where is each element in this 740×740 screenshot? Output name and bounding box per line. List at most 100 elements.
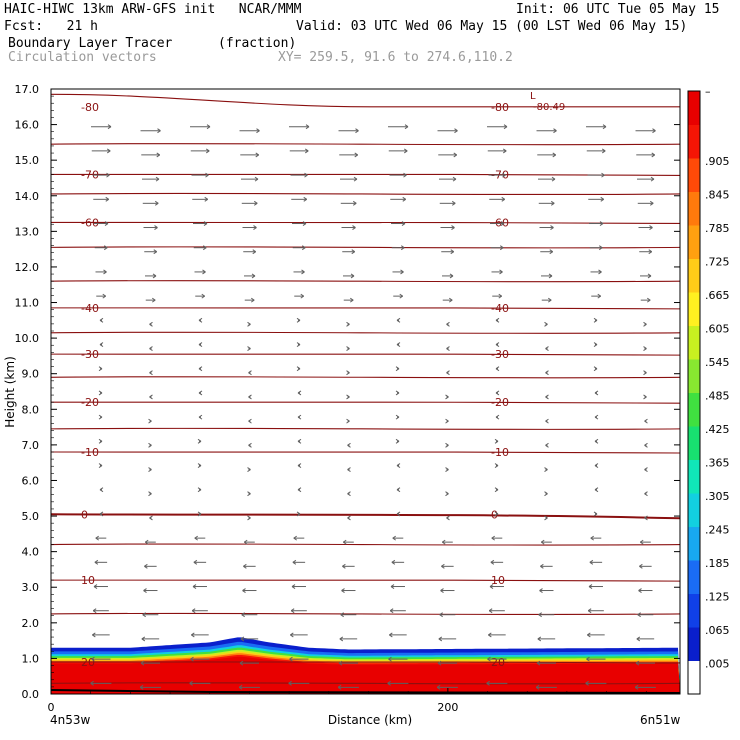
vector-arrowhead bbox=[593, 342, 598, 347]
vector-arrowhead bbox=[91, 656, 95, 662]
colorbar-label: .845 bbox=[705, 189, 730, 202]
vector-arrowhead bbox=[241, 612, 245, 618]
vector-arrowhead bbox=[636, 636, 641, 642]
vector-arrowhead bbox=[149, 370, 153, 376]
vector-arrowhead bbox=[339, 636, 344, 642]
vector-arrowhead bbox=[494, 511, 499, 517]
isotherm-label: 10 bbox=[81, 574, 95, 587]
vector-arrowhead bbox=[152, 273, 157, 279]
vector-arrowhead bbox=[191, 608, 196, 614]
vector-arrowhead bbox=[346, 370, 350, 376]
y-tick-label: 1.0 bbox=[22, 652, 40, 665]
vector-arrowhead bbox=[191, 632, 195, 638]
vector-arrowhead bbox=[297, 414, 302, 420]
vector-arrowhead bbox=[538, 612, 542, 618]
isotherm-line bbox=[51, 451, 680, 454]
vector-arrowhead bbox=[494, 463, 499, 468]
isotherm-line bbox=[51, 143, 680, 146]
vector-arrowhead bbox=[499, 245, 504, 251]
vector-arrowhead bbox=[448, 297, 453, 303]
vector-arrowhead bbox=[644, 418, 648, 424]
vector-arrowhead bbox=[301, 245, 306, 251]
y-axis-label: Height (km) bbox=[3, 356, 17, 427]
colorbar-label: .725 bbox=[705, 256, 730, 269]
colorbar-segment bbox=[688, 225, 700, 259]
isotherm-line bbox=[51, 221, 680, 225]
vector-arrowhead bbox=[148, 418, 152, 424]
vector-arrowhead bbox=[450, 249, 455, 255]
vector-arrowhead bbox=[346, 346, 350, 351]
vector-arrowhead bbox=[451, 200, 456, 206]
vector-arrowhead bbox=[540, 563, 544, 569]
vector-arrowhead bbox=[446, 515, 450, 521]
vector-arrowhead bbox=[148, 491, 152, 497]
vector-arrowhead bbox=[498, 293, 503, 299]
vector-arrowhead bbox=[643, 370, 647, 376]
y-tick-label: 12.0 bbox=[15, 261, 40, 274]
vector-arrowhead bbox=[156, 152, 161, 158]
vector-arrowhead bbox=[494, 487, 499, 493]
vector-arrowhead bbox=[255, 152, 260, 158]
vector-arrowhead bbox=[92, 632, 96, 638]
vector-arrowhead bbox=[647, 273, 652, 279]
y-tick-label: 6.0 bbox=[22, 474, 40, 487]
isotherm-line bbox=[51, 661, 680, 664]
isotherm-label: -30 bbox=[81, 348, 99, 361]
isotherm-line bbox=[51, 353, 680, 356]
vector-arrowhead bbox=[396, 487, 401, 493]
x-tick-label: 200 bbox=[437, 701, 458, 714]
vector-arrowhead bbox=[643, 394, 647, 400]
isotherm-label: -70 bbox=[81, 168, 99, 181]
tracer-band bbox=[51, 656, 680, 694]
vector-arrowhead bbox=[639, 563, 643, 569]
vector-arrowhead bbox=[151, 297, 156, 303]
colorbar-label: .005 bbox=[705, 658, 730, 671]
vector-arrowhead bbox=[588, 584, 593, 589]
colorbar-segment bbox=[688, 359, 700, 393]
vector-arrowhead bbox=[157, 128, 161, 134]
vector-arrowhead bbox=[251, 273, 256, 279]
vector-arrowhead bbox=[638, 588, 642, 593]
vector-arrowhead bbox=[601, 172, 605, 178]
vector-arrowhead bbox=[190, 656, 194, 662]
vector-arrowhead bbox=[445, 491, 449, 497]
vector-arrowhead bbox=[446, 321, 450, 327]
vector-arrowhead bbox=[549, 249, 554, 255]
vector-arrowhead bbox=[597, 293, 602, 299]
vector-arrowhead bbox=[192, 584, 197, 589]
vector-arrowhead bbox=[355, 128, 359, 134]
y-axis: 0.0 1.0 2.0 3.0 4.0 5.0 6.0 7.0 8.0 9.0 10.0 11.0 12… bbox=[15, 83, 680, 701]
vector-arrowhead bbox=[340, 612, 344, 618]
vector-arrowhead bbox=[634, 684, 639, 690]
colorbar-label: .305 bbox=[705, 490, 730, 503]
isotherm-label: -30 bbox=[491, 348, 509, 361]
y-tick-label: 16.0 bbox=[15, 119, 40, 132]
isotherm-label: -40 bbox=[81, 302, 99, 315]
x-right-end-label: 6n51w bbox=[640, 713, 681, 727]
vector-arrowhead bbox=[293, 535, 298, 541]
vector-arrowhead bbox=[203, 221, 208, 226]
vector-arrowhead bbox=[198, 390, 203, 396]
vector-arrowhead bbox=[637, 612, 641, 618]
isotherm-line bbox=[51, 427, 680, 430]
vector-arrowhead bbox=[347, 491, 351, 497]
vector-arrowhead bbox=[535, 684, 540, 690]
vector-arrowhead bbox=[545, 418, 549, 424]
vector-arrowhead bbox=[389, 608, 394, 614]
vector-arrowhead bbox=[292, 559, 297, 565]
colorbar-segment bbox=[688, 325, 700, 360]
header-field-units: (fraction) bbox=[218, 36, 297, 51]
vector-arrowhead bbox=[194, 535, 199, 541]
vector-arrowhead bbox=[648, 249, 653, 255]
vector-arrowhead bbox=[148, 442, 152, 448]
vector-arrowhead bbox=[395, 366, 400, 372]
vector-arrowhead bbox=[403, 148, 408, 154]
vector-arrowhead bbox=[346, 394, 350, 400]
vector-arrowhead bbox=[652, 128, 656, 134]
vector-arrowhead bbox=[247, 346, 251, 351]
vector-arrowhead bbox=[99, 511, 104, 517]
vector-arrowhead bbox=[202, 245, 207, 251]
vector-arrowhead bbox=[399, 293, 404, 299]
vector-arrowhead bbox=[502, 148, 507, 154]
